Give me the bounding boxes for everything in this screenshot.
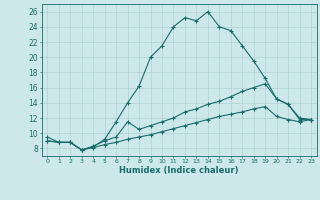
X-axis label: Humidex (Indice chaleur): Humidex (Indice chaleur): [119, 166, 239, 175]
